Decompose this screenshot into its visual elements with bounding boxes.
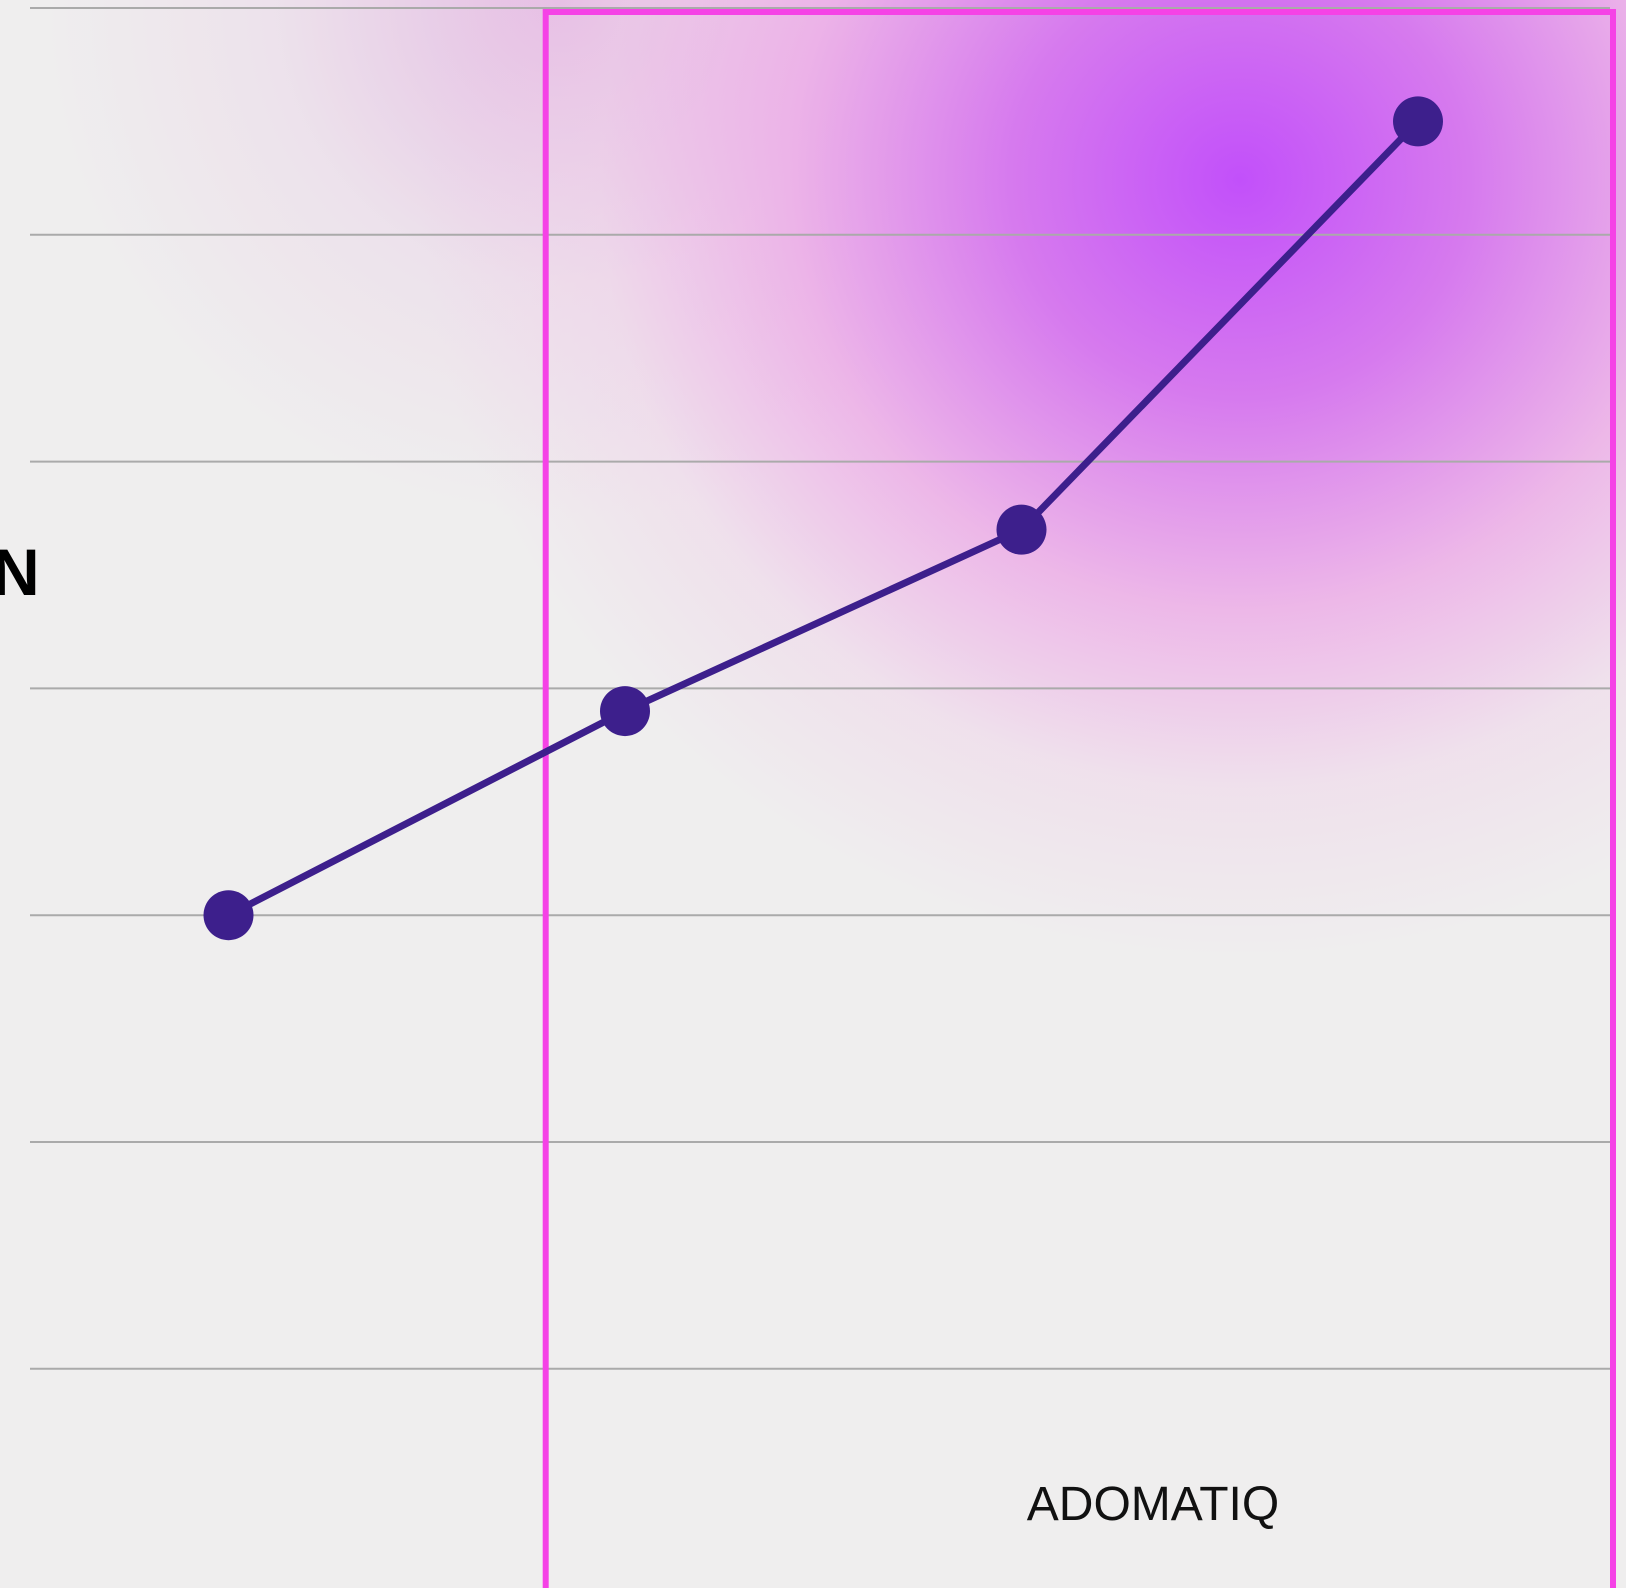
- gridlines: [30, 7, 1610, 1370]
- data-point-4: [1393, 96, 1443, 147]
- brand-label: ADOMATIQ: [1027, 1478, 1279, 1531]
- data-points: [203, 96, 1443, 941]
- highlight-region: [542, 9, 1617, 1588]
- series-line: [226, 118, 1421, 919]
- data-point-1: [203, 890, 254, 941]
- data-point-3: [996, 504, 1047, 555]
- side-title: N: [0, 535, 40, 609]
- data-point-2: [600, 686, 650, 737]
